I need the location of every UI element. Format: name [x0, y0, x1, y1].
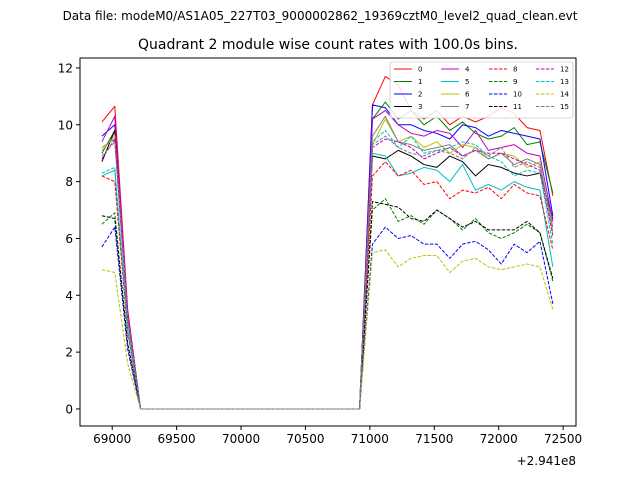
x-axis: 69000 69500 70000 70500 71000 71500 72000 72500	[93, 426, 582, 446]
legend-label-7: 7	[465, 103, 469, 111]
series-line-10	[101, 226, 554, 410]
series-line-12	[101, 138, 554, 410]
y-axis: 0 2 4 6 8 10 12	[58, 61, 80, 416]
x-tick-label: 71500	[415, 432, 453, 446]
y-tick-label: 6	[65, 232, 73, 246]
series-line-15	[101, 135, 554, 410]
legend-label-10: 10	[513, 91, 522, 99]
legend-label-12: 12	[560, 66, 569, 74]
x-tick-label: 69500	[158, 432, 196, 446]
series-line-1	[101, 101, 554, 410]
legend-label-5: 5	[465, 78, 469, 86]
series-line-2	[101, 104, 554, 410]
x-offset-label: +2.941e8	[517, 454, 576, 468]
x-tick-label: 71000	[351, 432, 389, 446]
series-line-11	[101, 201, 554, 410]
legend-label-3: 3	[418, 103, 422, 111]
series-line-6	[101, 118, 554, 410]
legend-label-13: 13	[560, 78, 569, 86]
legend-frame	[389, 61, 574, 119]
y-tick-label: 2	[65, 346, 73, 360]
series-line-5	[101, 152, 554, 410]
legend-label-15: 15	[560, 103, 569, 111]
x-tick-label: 69000	[93, 432, 131, 446]
y-tick-label: 4	[65, 289, 73, 303]
series-line-13	[101, 129, 554, 410]
legend-label-11: 11	[513, 103, 522, 111]
y-tick-label: 8	[65, 175, 73, 189]
x-tick-label: 70000	[222, 432, 260, 446]
series-line-4	[101, 110, 554, 410]
x-tick-label: 72000	[480, 432, 518, 446]
legend-label-2: 2	[418, 91, 422, 99]
legend-label-1: 1	[418, 78, 422, 86]
x-tick-label: 72500	[544, 432, 582, 446]
y-tick-label: 12	[58, 61, 73, 75]
legend-label-0: 0	[418, 66, 422, 74]
legend-label-9: 9	[513, 78, 517, 86]
legend-label-4: 4	[465, 66, 470, 74]
series-line-7	[101, 115, 554, 410]
legend-label-6: 6	[465, 91, 470, 99]
series-line-0	[101, 75, 554, 410]
plot-frame	[79, 57, 577, 427]
x-tick-label: 70500	[286, 432, 324, 446]
series-line-14	[101, 249, 554, 410]
suptitle: Data file: modeM0/AS1A05_227T03_90000028…	[63, 9, 578, 23]
legend-label-8: 8	[513, 66, 517, 74]
y-tick-label: 0	[65, 402, 73, 416]
legend-label-14: 14	[560, 91, 569, 99]
series-line-3	[101, 129, 554, 410]
y-tick-label: 10	[58, 118, 73, 132]
chart-title: Quadrant 2 module wise count rates with …	[138, 37, 518, 53]
series-line-8	[101, 161, 554, 410]
series-layer	[101, 75, 554, 410]
series-line-9	[101, 198, 554, 410]
